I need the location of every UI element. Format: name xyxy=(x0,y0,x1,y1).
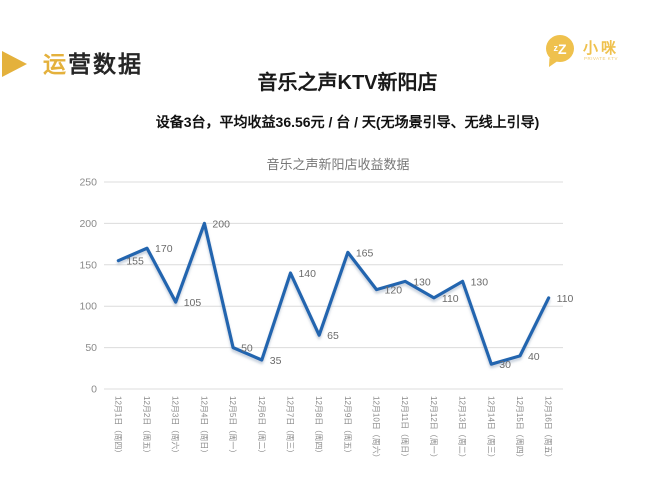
section-heading-highlight: 运 xyxy=(43,51,68,77)
y-tick-label: 150 xyxy=(79,259,97,271)
x-category-label: 12月8日（周四） xyxy=(314,396,323,457)
section-heading: 运营数据 xyxy=(43,45,143,79)
data-label: 30 xyxy=(499,359,511,371)
y-tick-label: 0 xyxy=(91,384,97,396)
data-label: 170 xyxy=(155,243,173,255)
x-category-label: 12月9日（周五） xyxy=(343,396,352,457)
y-tick-label: 200 xyxy=(79,218,97,230)
slide-subtitle: 设备3台，平均收益36.56元 / 台 / 天(无场景引导、无线上引导) xyxy=(155,114,540,130)
data-label: 110 xyxy=(442,293,459,305)
data-label: 130 xyxy=(413,276,431,288)
section-heading-rest: 营数据 xyxy=(68,51,143,77)
x-category-label: 12月10日（周六） xyxy=(372,396,382,462)
data-label: 130 xyxy=(471,276,489,288)
chart-title: 音乐之声新阳店收益数据 xyxy=(266,157,409,172)
x-category-label: 12月12日（周一） xyxy=(429,396,438,462)
data-label: 155 xyxy=(126,256,144,268)
brand-name: 小咪 xyxy=(583,40,620,57)
data-label: 110 xyxy=(557,293,574,305)
y-tick-label: 250 xyxy=(79,177,97,189)
logo-bubble-text-small: z xyxy=(553,43,558,53)
x-category-label: 12月4日（周日） xyxy=(199,396,208,457)
y-tick-label: 50 xyxy=(85,342,97,354)
logo-bubble-tail xyxy=(549,58,558,67)
data-label: 65 xyxy=(327,330,339,342)
x-category-label: 12月1日（周四） xyxy=(113,396,122,457)
data-label: 120 xyxy=(385,285,403,297)
x-category-label: 12月11日（周日） xyxy=(400,396,409,461)
data-label: 40 xyxy=(528,351,540,363)
x-category-label: 12月15日（周四） xyxy=(515,396,524,462)
logo-bubble-text-big: Z xyxy=(557,40,567,57)
x-category-label: 12月3日（周六） xyxy=(171,396,181,457)
revenue-series-line xyxy=(116,221,551,366)
x-category-label: 12月2日（周五） xyxy=(142,396,151,457)
x-category-label: 12月13日（周二） xyxy=(458,396,467,462)
data-label: 50 xyxy=(241,343,253,355)
brand-tagline: PRIVATE KTV xyxy=(584,56,619,61)
x-category-label: 12月16日（周五） xyxy=(544,396,553,462)
x-category-label: 12月7日（周三） xyxy=(285,396,294,457)
slide-title: 音乐之声KTV新阳店 xyxy=(257,72,438,94)
y-tick-label: 100 xyxy=(79,301,97,313)
section-arrow-icon xyxy=(2,51,27,77)
data-label: 140 xyxy=(298,268,316,280)
data-label: 105 xyxy=(184,297,202,309)
x-category-label: 12月6日（周二） xyxy=(257,396,266,457)
x-category-label: 12月14日（周三） xyxy=(486,396,495,462)
data-label: 165 xyxy=(356,247,374,259)
x-category-label: 12月5日（周一） xyxy=(228,396,237,457)
data-label: 200 xyxy=(212,218,230,230)
data-label: 35 xyxy=(270,355,282,367)
